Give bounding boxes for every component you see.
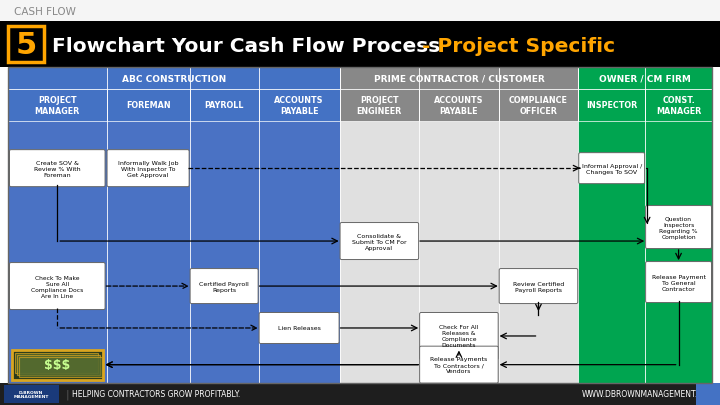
Bar [696, 383, 720, 405]
Text: ACCOUNTS
PAYABLE: ACCOUNTS PAYABLE [434, 96, 484, 115]
Text: FOREMAN: FOREMAN [126, 101, 171, 110]
Text: Check For All
Releases &
Compliance
Documents: Check For All Releases & Compliance Docu… [439, 325, 479, 347]
Bar [419, 90, 499, 121]
Bar [578, 122, 645, 383]
Text: HELPING CONTRACTORS GROW PROFITABLY.: HELPING CONTRACTORS GROW PROFITABLY. [72, 390, 240, 399]
Bar [189, 122, 258, 383]
Bar [0, 22, 720, 68]
Text: Consolidate &
Submit To CM For
Approval: Consolidate & Submit To CM For Approval [352, 233, 407, 250]
Text: Review Certified
Payroll Reports: Review Certified Payroll Reports [513, 281, 564, 292]
Text: Informal Approval /
Changes To SOV: Informal Approval / Changes To SOV [582, 163, 642, 174]
Text: Lien Releases: Lien Releases [278, 326, 320, 330]
Bar [578, 90, 645, 121]
Bar [107, 90, 189, 121]
FancyBboxPatch shape [107, 150, 189, 187]
Text: Question
Inspectors
Regarding %
Completion: Question Inspectors Regarding % Completi… [660, 216, 698, 239]
Text: OWNER / CM FIRM: OWNER / CM FIRM [599, 74, 691, 83]
FancyBboxPatch shape [646, 262, 711, 303]
Bar [107, 122, 189, 383]
Text: $$$: $$$ [44, 358, 71, 371]
Text: PROJECT
MANAGER: PROJECT MANAGER [35, 96, 80, 115]
Text: PROJECT
ENGINEER: PROJECT ENGINEER [356, 96, 402, 115]
Bar [8, 122, 107, 383]
Bar [258, 90, 340, 121]
Bar [8, 68, 340, 90]
Text: PRIME CONTRACTOR / CUSTOMER: PRIME CONTRACTOR / CUSTOMER [374, 74, 544, 83]
Bar [499, 90, 578, 121]
FancyBboxPatch shape [259, 313, 339, 343]
Text: Release Payments
To Contractors /
Vendors: Release Payments To Contractors / Vendor… [431, 356, 487, 373]
Text: ABC CONSTRUCTION: ABC CONSTRUCTION [122, 74, 226, 83]
Bar [645, 122, 712, 383]
Bar [12, 350, 102, 380]
Bar [8, 68, 712, 383]
Text: CASH FLOW: CASH FLOW [14, 7, 76, 17]
FancyBboxPatch shape [420, 313, 498, 360]
Text: - Project Specific: - Project Specific [415, 36, 615, 55]
Text: Flowchart Your Cash Flow Process: Flowchart Your Cash Flow Process [52, 36, 440, 55]
Bar [8, 90, 107, 121]
Bar [17, 355, 99, 375]
Bar [189, 90, 258, 121]
Bar [419, 122, 499, 383]
Text: CONST.
MANAGER: CONST. MANAGER [656, 96, 701, 115]
Text: COMPLIANCE
OFFICER: COMPLIANCE OFFICER [509, 96, 568, 115]
Text: 5: 5 [15, 30, 37, 60]
Bar [15, 353, 98, 373]
Bar [578, 68, 712, 90]
FancyBboxPatch shape [646, 206, 711, 249]
Text: D.BROWN
MANAGEMENT: D.BROWN MANAGEMENT [13, 390, 49, 398]
FancyBboxPatch shape [340, 223, 418, 260]
Bar [499, 122, 578, 383]
Bar [340, 68, 578, 90]
FancyBboxPatch shape [9, 150, 105, 187]
Bar [258, 122, 340, 383]
Text: Certified Payroll
Reports: Certified Payroll Reports [199, 281, 249, 292]
Text: Informally Walk Job
With Inspector To
Get Approval: Informally Walk Job With Inspector To Ge… [118, 160, 179, 177]
FancyBboxPatch shape [579, 153, 644, 184]
Text: PAYROLL: PAYROLL [204, 101, 244, 110]
Text: INSPECTOR: INSPECTOR [586, 101, 637, 110]
Bar [340, 122, 419, 383]
Bar [8, 27, 44, 63]
Bar [0, 0, 720, 22]
Text: Release Payment
To General
Contractor: Release Payment To General Contractor [652, 274, 706, 291]
FancyBboxPatch shape [190, 269, 258, 304]
Bar [645, 90, 712, 121]
Bar [0, 383, 720, 405]
Bar [340, 90, 419, 121]
Text: Check To Make
Sure All
Compliance Docs
Are In Line: Check To Make Sure All Compliance Docs A… [31, 275, 84, 298]
Text: |: | [66, 389, 70, 399]
FancyBboxPatch shape [420, 346, 498, 383]
Text: WWW.DBROWNMANAGEMENT.COM: WWW.DBROWNMANAGEMENT.COM [582, 390, 716, 399]
Bar [19, 357, 102, 377]
FancyBboxPatch shape [9, 263, 105, 310]
Text: Create SOV &
Review % With
Foreman: Create SOV & Review % With Foreman [34, 160, 81, 177]
Bar [4, 385, 59, 403]
FancyBboxPatch shape [499, 269, 577, 304]
Text: ACCOUNTS
PAYABLE: ACCOUNTS PAYABLE [274, 96, 324, 115]
